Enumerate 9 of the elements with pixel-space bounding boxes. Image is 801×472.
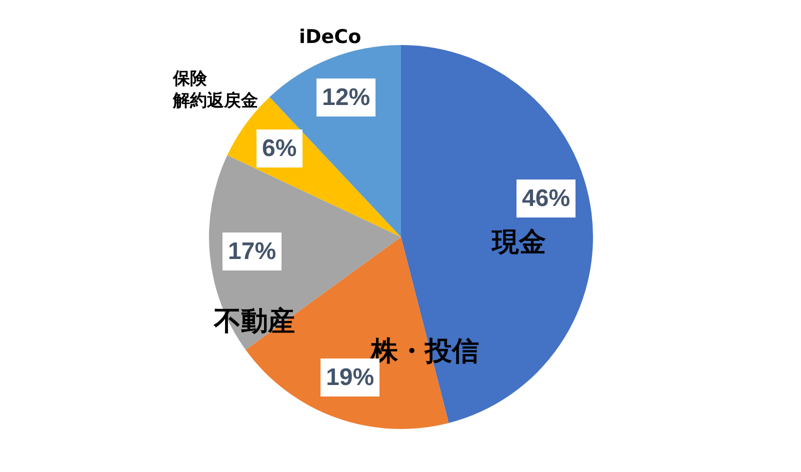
data-label: 17% xyxy=(228,238,276,265)
data-label: 46% xyxy=(522,185,570,212)
slice-label: 保険解約返戻金 xyxy=(172,69,258,112)
pie-slice xyxy=(401,45,593,423)
data-label: 19% xyxy=(326,364,374,391)
data-label: 6% xyxy=(262,135,297,162)
slice-label: 現金 xyxy=(491,227,546,258)
data-label: 12% xyxy=(322,84,370,111)
slice-label: iDeCo xyxy=(299,26,362,48)
